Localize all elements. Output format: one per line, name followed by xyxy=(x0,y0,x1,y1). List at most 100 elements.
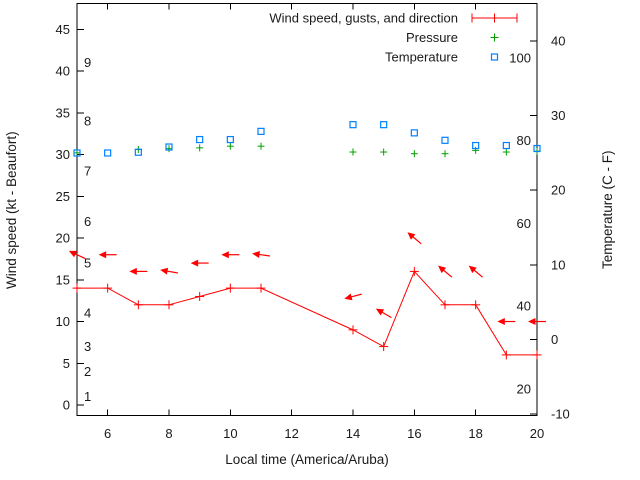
gust-arrow-head xyxy=(468,265,477,274)
gust-arrow-head xyxy=(221,251,229,259)
wind-point xyxy=(72,283,82,293)
gust-arrow xyxy=(129,267,148,275)
wind-point xyxy=(133,300,143,310)
legend: Wind speed, gusts, and direction Pressure… xyxy=(269,11,518,65)
beaufort-label: 6 xyxy=(84,214,91,229)
pressure-point xyxy=(226,142,234,150)
temperature-point xyxy=(502,141,510,150)
fahrenheit-label: 100 xyxy=(509,50,531,65)
temperature-point xyxy=(104,149,112,157)
y2-tick-label: -10 xyxy=(551,406,570,421)
x-tick-label: 6 xyxy=(104,426,111,441)
legend-label: Temperature xyxy=(385,50,458,65)
pressure-series xyxy=(73,142,541,158)
gust-arrow-head xyxy=(160,267,169,275)
gust-arrow-head xyxy=(129,267,137,275)
gust-arrow-head xyxy=(252,251,261,258)
gust-arrow-tail xyxy=(412,236,422,245)
legend-label: Pressure xyxy=(406,30,458,45)
temperature-point xyxy=(441,136,449,144)
y-tick-label: 10 xyxy=(56,314,70,329)
beaufort-label: 2 xyxy=(84,364,91,379)
x-tick-label: 12 xyxy=(284,426,298,441)
pressure-point xyxy=(349,148,357,156)
gust-arrow-head xyxy=(190,259,199,267)
plot-border xyxy=(76,3,538,417)
gust-arrow-head xyxy=(375,308,385,316)
gust-arrow-head xyxy=(528,318,536,326)
beaufort-label: 9 xyxy=(84,55,91,70)
wind-point xyxy=(501,350,511,360)
gust-arrow xyxy=(468,265,483,278)
y-tick-label: 25 xyxy=(56,189,70,204)
y2-tick-label: 10 xyxy=(551,257,565,272)
temperature-series xyxy=(73,121,541,157)
temperature-point xyxy=(410,129,418,137)
gust-arrow xyxy=(344,293,362,301)
gust-arrow-head xyxy=(68,250,78,258)
gust-arrow-tail xyxy=(473,269,483,278)
pressure-point xyxy=(257,142,265,150)
wind-point xyxy=(409,266,419,276)
temperature-point xyxy=(349,121,357,129)
y-tick-label: 30 xyxy=(56,147,70,162)
gust-arrow-series xyxy=(68,232,546,326)
x-tick-label: 8 xyxy=(165,426,172,441)
temperature-point xyxy=(73,149,81,157)
beaufort-label: 1 xyxy=(84,389,91,404)
beaufort-label: 7 xyxy=(84,164,91,179)
gust-arrow-tail xyxy=(381,311,392,319)
wind-point xyxy=(348,325,358,335)
gust-arrow-tail xyxy=(258,253,270,257)
pressure-point xyxy=(165,145,173,153)
legend-label: Wind speed, gusts, and direction xyxy=(269,11,458,26)
y2-tick-label: 0 xyxy=(551,332,558,347)
gust-arrow xyxy=(252,251,270,258)
beaufort-label: 5 xyxy=(84,256,91,271)
temperature-point xyxy=(134,148,142,156)
pressure-point xyxy=(502,148,510,156)
legend-key-square xyxy=(490,53,499,61)
gust-arrow-tail xyxy=(74,253,86,260)
beaufort-label: 8 xyxy=(84,114,91,129)
gust-arrow-head xyxy=(438,265,447,274)
beaufort-label: 3 xyxy=(84,339,91,354)
gust-arrow-head xyxy=(497,318,505,326)
temperature-point xyxy=(257,127,265,135)
y-tick-label: 40 xyxy=(56,64,70,79)
gust-arrow-tail xyxy=(166,270,178,274)
wind-point xyxy=(225,283,235,293)
gust-arrow xyxy=(497,318,516,326)
fahrenheit-label: 60 xyxy=(517,216,531,231)
y2-tick-label: 40 xyxy=(551,34,565,49)
left-axis-title: Wind speed (kt - Beaufort) xyxy=(4,131,19,289)
gust-arrow xyxy=(438,265,453,278)
gust-arrow xyxy=(407,232,422,245)
beaufort-label: 4 xyxy=(84,306,91,321)
x-tick-label: 16 xyxy=(407,426,421,441)
gust-arrow xyxy=(160,267,178,275)
x-tick-label: 20 xyxy=(530,426,544,441)
y-tick-label: 35 xyxy=(56,105,70,120)
gust-arrow xyxy=(221,251,240,259)
x-axis-title: Local time (America/Aruba) xyxy=(225,452,389,467)
gust-arrow xyxy=(528,318,546,326)
y-tick-label: 0 xyxy=(63,398,70,413)
gust-arrow xyxy=(68,250,86,260)
y-tick-label: 45 xyxy=(56,22,70,37)
fahrenheit-label: 20 xyxy=(517,381,531,396)
temperature-point xyxy=(533,144,541,153)
gust-arrow-head xyxy=(98,251,107,259)
y-tick-label: 20 xyxy=(56,231,70,246)
pressure-point xyxy=(441,150,449,158)
wind-point xyxy=(256,283,266,293)
wind-point xyxy=(379,342,389,352)
temperature-point xyxy=(196,135,204,144)
gust-arrow xyxy=(190,259,209,267)
wind-point xyxy=(440,300,450,310)
x-tick-label: 14 xyxy=(346,426,360,441)
y2-tick-label: 30 xyxy=(551,108,565,123)
wind-point xyxy=(471,300,481,310)
